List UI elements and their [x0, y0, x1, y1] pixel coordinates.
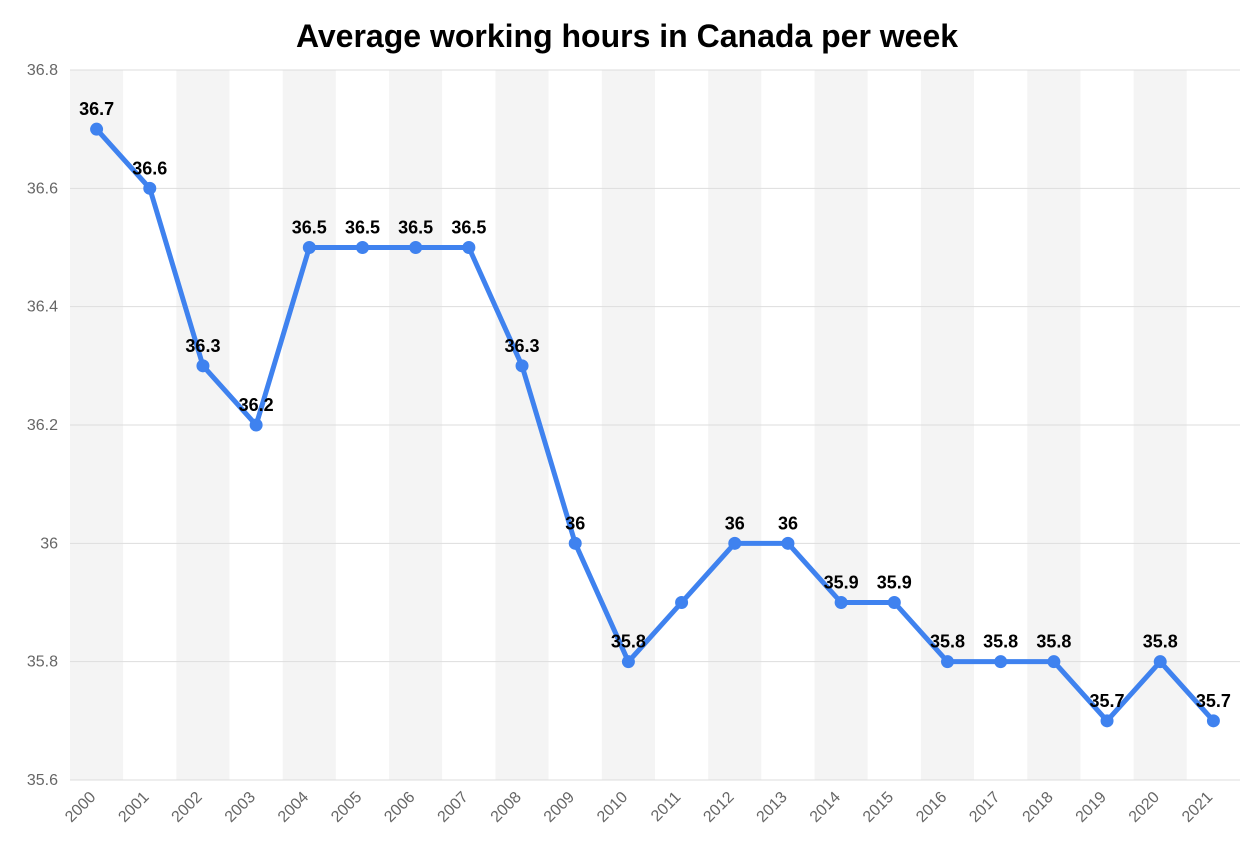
data-label: 35.9: [824, 573, 859, 593]
x-axis-tick-label: 2019: [1073, 789, 1110, 826]
data-label: 36.3: [185, 336, 220, 356]
y-axis-tick-label: 36.6: [27, 180, 58, 197]
data-point: [1101, 715, 1113, 727]
x-axis-tick-label: 2012: [700, 789, 737, 826]
data-point: [250, 419, 262, 431]
data-label: 35.8: [611, 632, 646, 652]
data-point: [888, 597, 900, 609]
x-axis-tick-label: 2016: [913, 789, 950, 826]
data-label: 35.9: [877, 573, 912, 593]
data-point: [303, 242, 315, 254]
data-label: 36.5: [451, 218, 486, 238]
data-point: [1048, 656, 1060, 668]
data-label: 35.8: [1036, 632, 1071, 652]
x-axis-tick-label: 2015: [860, 789, 897, 826]
y-axis-tick-label: 35.6: [27, 772, 58, 789]
data-point: [835, 597, 847, 609]
x-axis-tick-label: 2014: [807, 789, 844, 826]
x-axis-tick-label: 2018: [1020, 789, 1057, 826]
data-point: [729, 537, 741, 549]
data-label: 36.5: [345, 218, 380, 238]
x-axis-tick-label: 2009: [541, 789, 578, 826]
y-axis-tick-label: 36: [40, 535, 58, 552]
x-axis-tick-label: 2006: [381, 789, 418, 826]
y-axis-tick-label: 35.8: [27, 654, 58, 671]
x-axis-tick-label: 2021: [1179, 789, 1216, 826]
data-point: [942, 656, 954, 668]
data-label: 36: [725, 513, 745, 533]
data-point: [91, 123, 103, 135]
x-axis-tick-label: 2020: [1126, 789, 1163, 826]
data-label: 35.8: [930, 632, 965, 652]
data-label: 35.8: [983, 632, 1018, 652]
data-label: 36.6: [132, 158, 167, 178]
line-chart: 35.6 35.8 36 36.2 36.4 36.6 36.8 2000 2001 2002 20…: [0, 0, 1254, 855]
x-axis-tick-label: 2010: [594, 789, 631, 826]
data-point: [622, 656, 634, 668]
data-label: 35.8: [1143, 632, 1178, 652]
data-label: 35.7: [1090, 691, 1125, 711]
x-axis-tick-label: 2003: [222, 789, 259, 826]
chart-container: Average working hours in Canada per week…: [0, 0, 1254, 855]
data-label: 35.7: [1196, 691, 1231, 711]
y-axis-tick-label: 36.4: [27, 299, 58, 316]
x-axis-tick-label: 2002: [169, 789, 206, 826]
data-point: [197, 360, 209, 372]
x-axis-tick-label: 2008: [488, 789, 525, 826]
x-axis-tick-label: 2017: [966, 789, 1003, 826]
data-point: [995, 656, 1007, 668]
x-axis-tick-label: 2013: [754, 789, 791, 826]
data-point: [357, 242, 369, 254]
x-axis-tick-label: 2001: [115, 789, 152, 826]
data-point: [516, 360, 528, 372]
data-point: [1207, 715, 1219, 727]
x-axis-tick-label: 2000: [62, 789, 99, 826]
data-label: 36: [778, 513, 798, 533]
data-label: 36.7: [79, 99, 114, 119]
x-axis-tick-label: 2005: [328, 789, 365, 826]
data-point: [463, 242, 475, 254]
data-point: [144, 182, 156, 194]
data-label: 36.3: [505, 336, 540, 356]
y-axis-tick-label: 36.8: [27, 62, 58, 79]
data-point: [1154, 656, 1166, 668]
x-axis-tick-label: 2011: [648, 789, 684, 825]
data-point: [782, 537, 794, 549]
data-label: 36.5: [292, 218, 327, 238]
data-label: 36.2: [239, 395, 274, 415]
data-label: 36: [565, 513, 585, 533]
y-axis-tick-label: 36.2: [27, 417, 58, 434]
data-point: [676, 597, 688, 609]
x-axis-tick-label: 2007: [435, 789, 472, 826]
data-point: [410, 242, 422, 254]
data-point: [569, 537, 581, 549]
x-axis-tick-label: 2004: [275, 789, 312, 826]
data-label: 36.5: [398, 218, 433, 238]
